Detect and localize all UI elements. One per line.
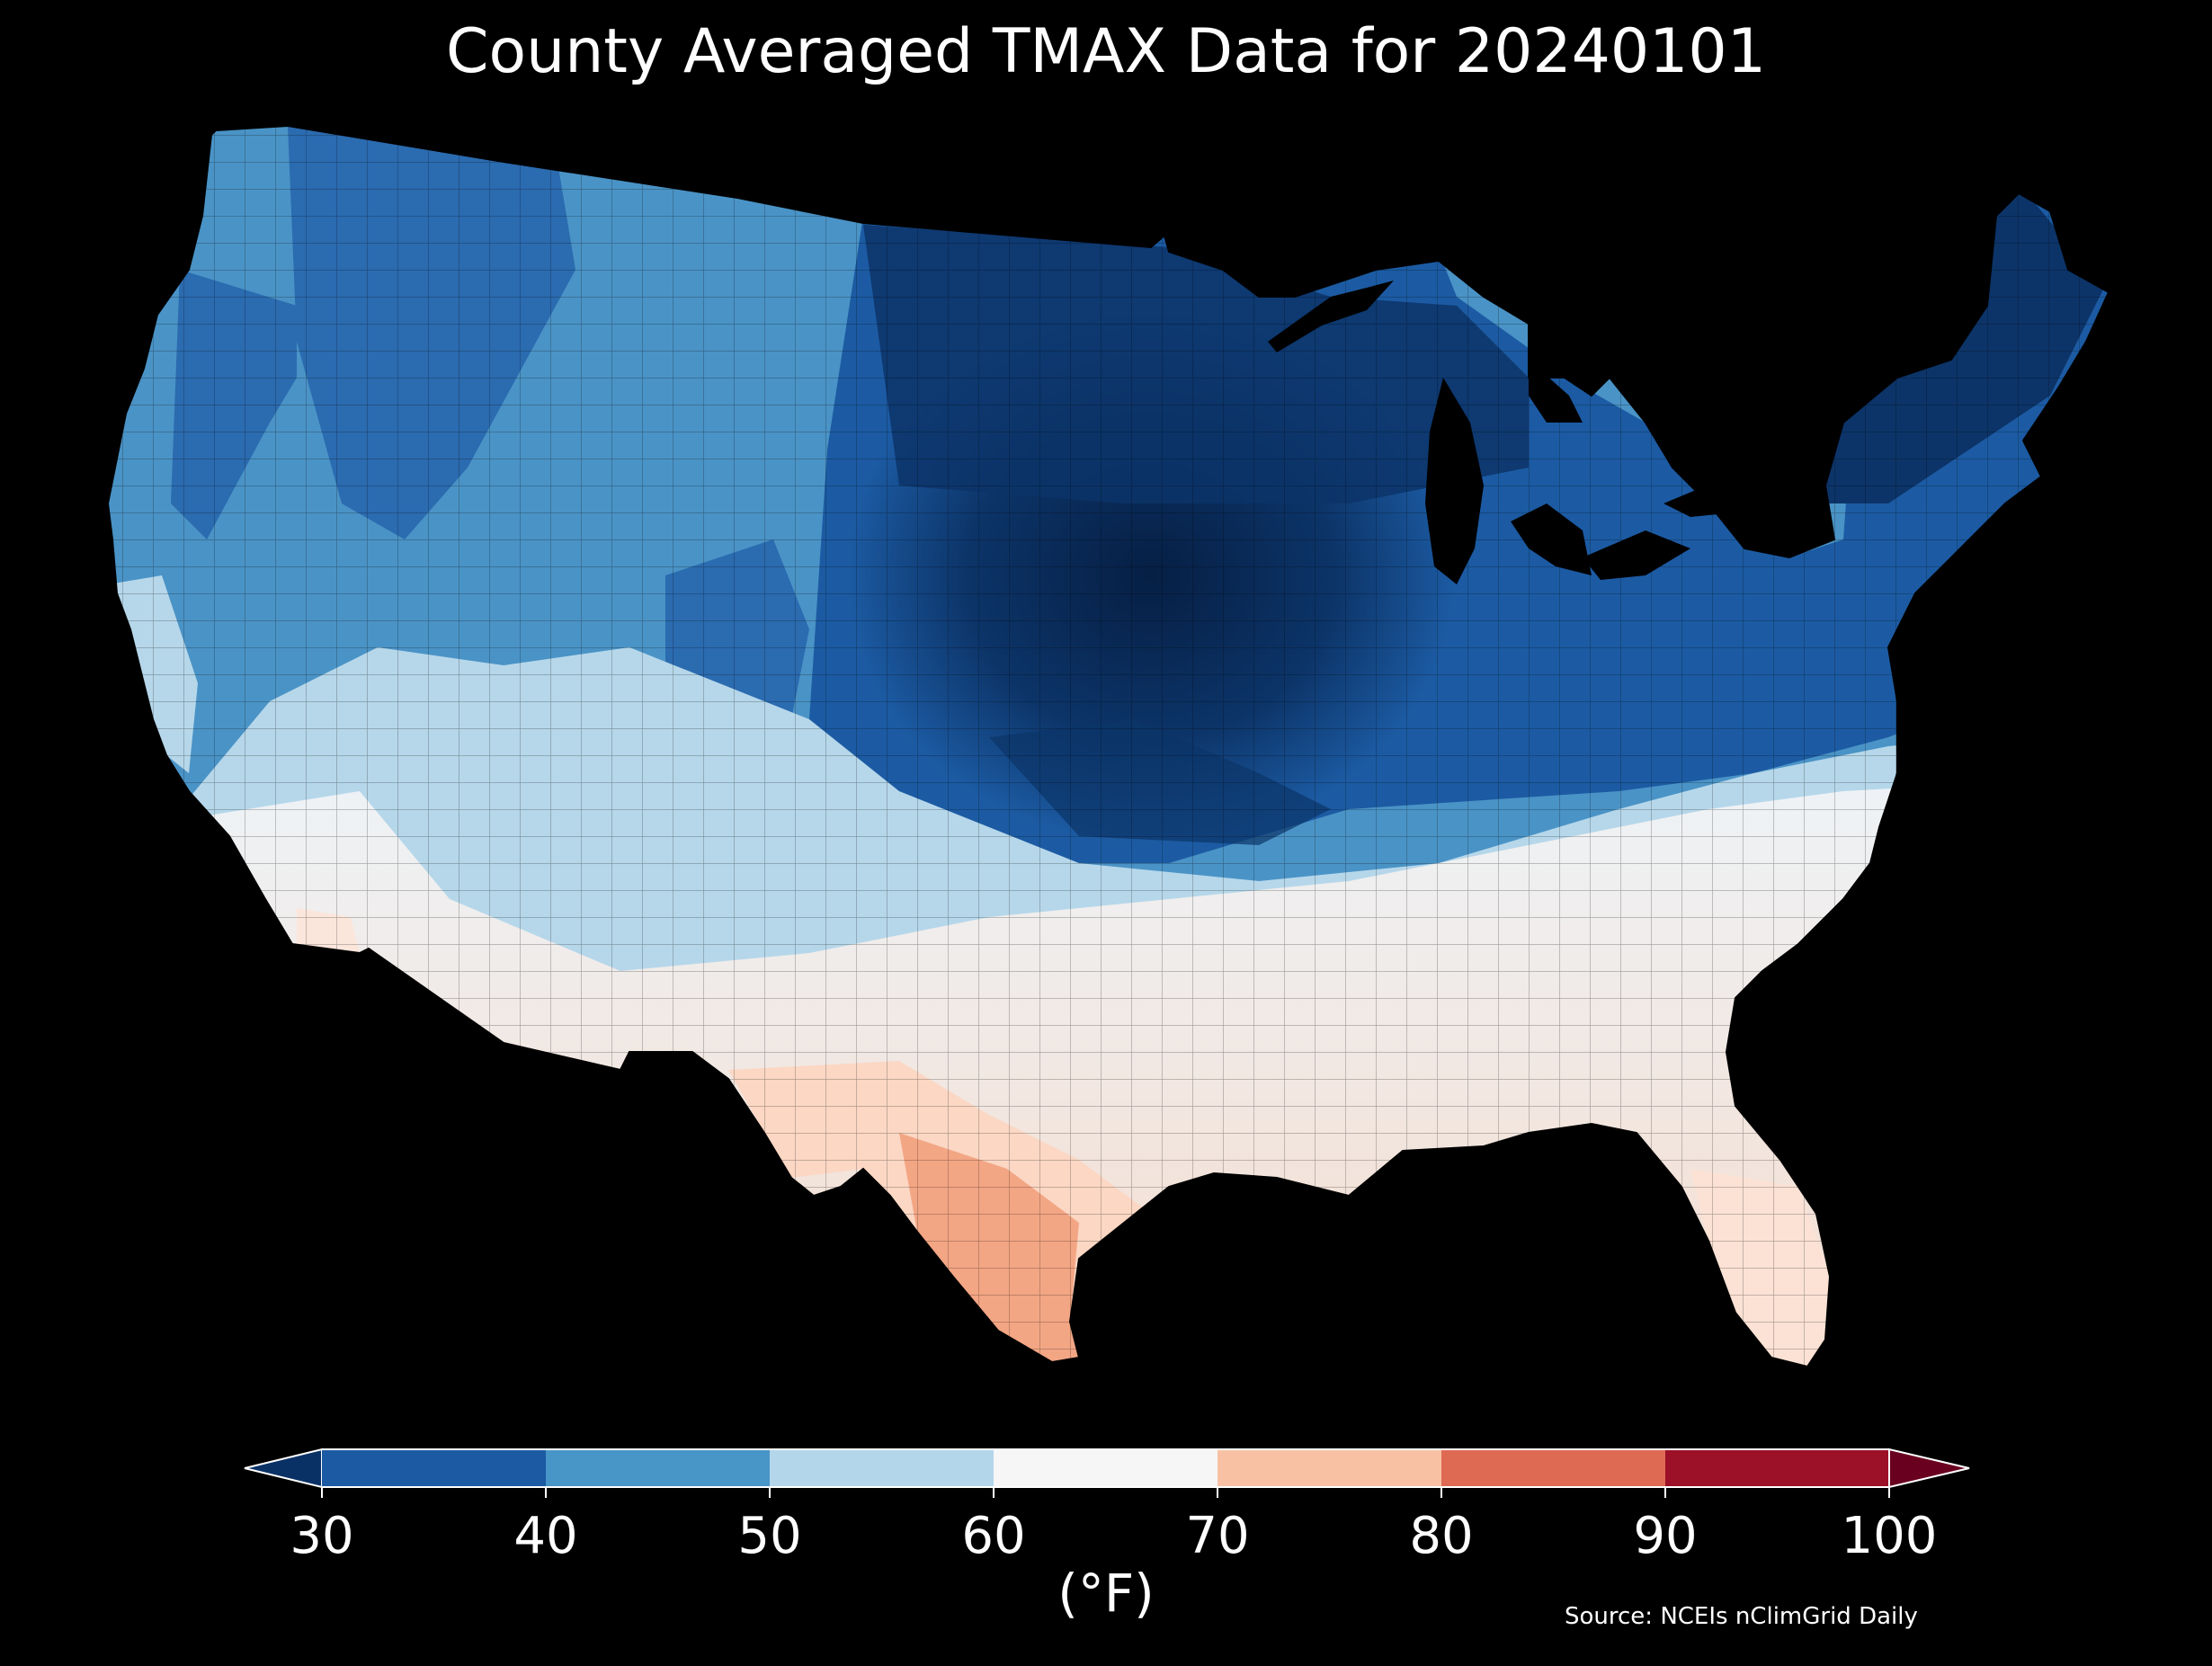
colorbar-over-arrow: [1888, 1448, 1970, 1489]
colorbar-bin-70-80: [1217, 1449, 1441, 1487]
colorbar-bin-80-90: [1441, 1449, 1665, 1487]
colorbar-tick-label-100: 100: [1841, 1507, 1938, 1565]
colorbar-tick-label-30: 30: [290, 1507, 354, 1565]
colorbar: [244, 1448, 1970, 1498]
colorbar-tick-label-90: 90: [1633, 1507, 1698, 1565]
colorbar-tick-label-50: 50: [737, 1507, 802, 1565]
colorbar-bin-40-50: [546, 1449, 770, 1487]
great-lakes: [1268, 281, 1762, 584]
map-title: County Averaged TMAX Data for 20240101: [446, 16, 1766, 87]
colorbar-under-arrow: [244, 1448, 323, 1489]
colorbar-bin-90-100: [1665, 1449, 1889, 1487]
map-fill: [108, 126, 2109, 1367]
colorbar-unit-label: (°F): [1057, 1563, 1155, 1624]
colorbar-ticks: [321, 1487, 1890, 1498]
colorbar-bins: [322, 1449, 1889, 1487]
colorbar-bin-60-70: [994, 1449, 1217, 1487]
colorbar-bin-30-40: [322, 1449, 546, 1487]
colorbar-tick-label-60: 60: [961, 1507, 1026, 1565]
source-note: Source: NCEIs nClimGrid Daily: [1565, 1603, 1918, 1630]
colorbar-tick-label-70: 70: [1185, 1507, 1250, 1565]
colorbar-bin-50-60: [770, 1449, 994, 1487]
colorbar-tick-label-80: 80: [1409, 1507, 1474, 1565]
colorbar-tick-label-40: 40: [513, 1507, 578, 1565]
